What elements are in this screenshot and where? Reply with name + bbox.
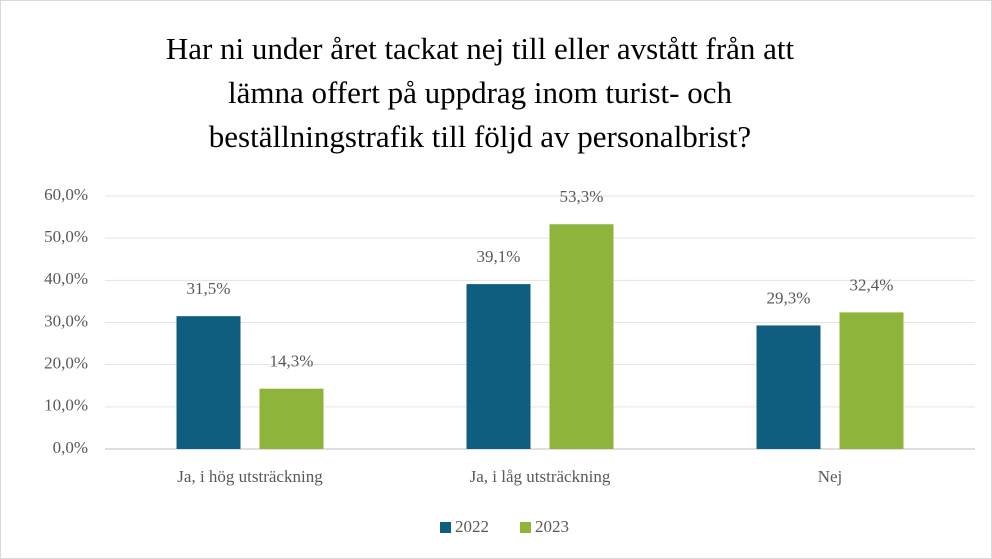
y-tick-label: 0,0% xyxy=(53,438,88,457)
y-tick-label: 10,0% xyxy=(44,396,88,415)
bar xyxy=(839,312,904,449)
chart-title: lämna offert på uppdrag inom turist- och xyxy=(228,75,732,110)
x-tick-label: Ja, i hög utsträckning xyxy=(177,467,323,486)
bar xyxy=(259,388,324,449)
x-tick-label: Nej xyxy=(818,467,843,486)
bar xyxy=(549,224,614,449)
legend-swatch xyxy=(520,522,531,533)
chart-title: Har ni under året tackat nej till eller … xyxy=(166,31,795,66)
legend-label: 2022 xyxy=(455,517,489,536)
legend-label: 2023 xyxy=(535,517,569,536)
data-label: 31,5% xyxy=(187,279,231,298)
chart-title: beställningstrafik till följd av persona… xyxy=(209,119,751,154)
y-tick-label: 60,0% xyxy=(44,185,88,204)
data-label: 39,1% xyxy=(477,247,521,266)
y-tick-label: 40,0% xyxy=(44,269,88,288)
y-tick-label: 20,0% xyxy=(44,354,88,373)
bar xyxy=(176,316,241,449)
y-tick-label: 50,0% xyxy=(44,227,88,246)
y-tick-label: 30,0% xyxy=(44,311,88,330)
data-label: 32,4% xyxy=(850,275,894,294)
data-label: 14,3% xyxy=(270,352,314,371)
bar xyxy=(466,284,531,449)
data-label: 53,3% xyxy=(560,187,604,206)
data-label: 29,3% xyxy=(767,288,811,307)
legend-swatch xyxy=(440,522,451,533)
bar xyxy=(756,325,821,449)
x-tick-label: Ja, i låg utsträckning xyxy=(470,467,611,486)
